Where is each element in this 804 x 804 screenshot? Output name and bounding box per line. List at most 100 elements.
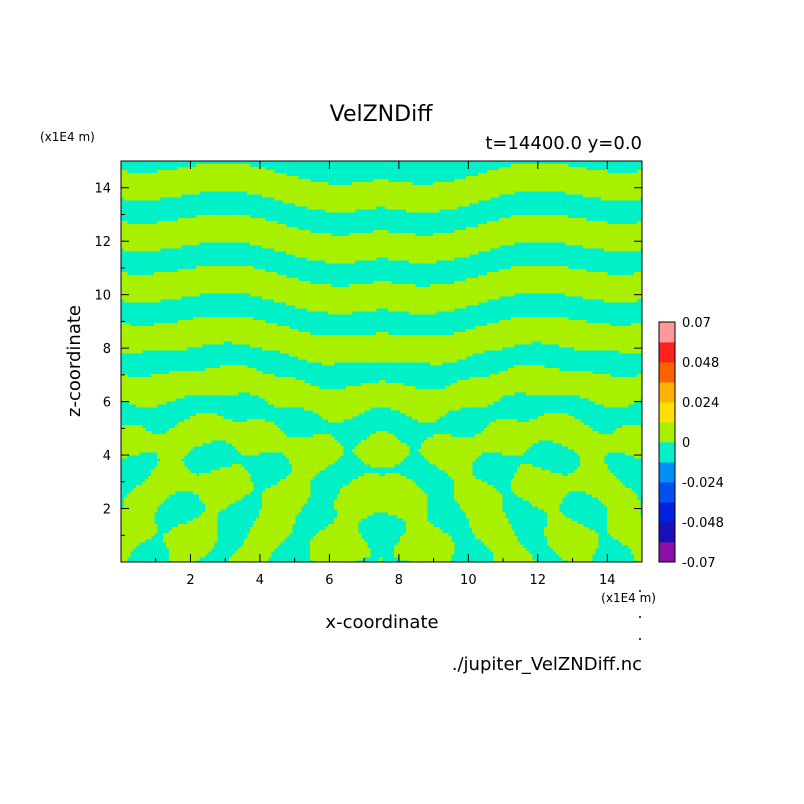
colorbar-swatch [659,482,675,503]
contour-cell-positive [361,440,401,444]
contour-cell-positive [538,416,575,420]
contour-cell-positive [466,227,642,231]
contour-cell-positive [637,221,642,225]
contour-cell-positive [394,551,455,555]
contour-cell-positive [166,545,215,549]
contour-cell-positive [277,482,311,486]
contour-cell-positive [130,491,176,495]
contour-cell-positive [580,455,605,459]
contour-cell-positive [262,347,503,351]
contour-cell-positive [490,422,584,426]
contour-cell-positive [568,560,593,562]
contour-cell-positive [304,407,371,411]
contour-cell-positive [121,332,311,336]
contour-cell-positive [121,383,311,387]
contour-cell-positive [514,473,563,477]
contour-cell-positive [577,467,608,471]
contour-cell-positive [586,491,635,495]
contour-cell-positive [388,512,428,516]
contour-cell-positive [250,530,293,534]
contour-cell-positive [307,206,377,210]
contour-cell-positive [190,416,224,420]
contour-cell-positive [121,398,176,402]
contour-cell-positive [634,272,642,276]
contour-cell-positive [232,554,272,558]
contour-cell-positive [121,278,299,282]
contour-cell-positive [349,482,416,486]
contour-cell-positive [121,242,200,246]
contour-cell-positive [454,485,494,489]
contour-cell-positive [121,512,155,516]
contour-cell-positive [466,176,642,180]
contour-cell-positive [421,446,530,450]
contour-cell-positive [547,524,584,528]
contour-cell-positive [379,557,383,561]
contour-cell-positive [385,206,458,210]
contour-cell-positive [136,404,158,408]
contour-cell-positive [166,431,284,435]
contour-cell-positive [235,551,272,555]
contour-cell-positive [406,527,440,531]
contour-cell-positive [178,167,266,171]
contour-cell-positive [157,461,185,465]
contour-cell-positive [550,545,599,549]
contour-cell-positive [547,512,563,516]
contour-cell-positive [265,398,500,402]
contour-cell-positive [256,518,296,522]
contour-cell-positive [493,557,533,561]
contour-cell-positive [325,527,359,531]
contour-cell-positive [448,473,473,477]
contour-cell-positive [250,527,293,531]
contour-cell-positive [451,476,476,480]
contour-cell-positive [454,497,503,501]
contour-cell-positive [430,284,642,288]
contour-cell-positive [349,233,416,237]
contour-cell-positive [121,539,146,543]
contour-cell-positive [403,518,428,522]
contour-cell-positive [313,560,356,562]
contour-cell-positive [121,437,335,441]
contour-cell-positive [511,317,569,321]
contour-cell-positive [427,458,476,462]
contour-cell-positive [433,434,452,438]
contour-cell-positive [310,545,368,549]
contour-cell-positive [559,554,593,558]
contour-cell-positive [562,443,642,447]
contour-cell-positive [406,521,431,525]
contour-cell-positive [361,458,404,462]
contour-cell-positive [253,521,296,525]
contour-cell-positive [286,302,479,306]
contour-cell-positive [394,554,452,558]
x-tick-label: 14 [599,573,616,588]
colorbar-label: 0.07 [682,316,711,331]
contour-cell-positive [247,533,290,537]
contour-cell-positive [595,401,635,405]
contour-cell-positive [169,371,263,375]
contour-cell-positive [121,224,287,228]
contour-cell-positive [310,539,365,543]
contour-cell-positive [328,524,359,528]
contour-cell-positive [511,215,569,219]
contour-cell-positive [607,518,642,522]
contour-cell-positive [481,431,599,435]
contour-cell-positive [121,428,146,432]
marker-dot [639,638,641,640]
contour-cell-positive [631,323,642,327]
colorbar-swatch [659,382,675,403]
contour-cell-positive [121,233,332,237]
contour-cell-positive [496,419,518,423]
contour-cell-positive [289,353,473,357]
contour-cell-positive [241,452,260,456]
contour-cell-positive [622,542,642,546]
contour-cell-positive [274,197,491,201]
contour-cell-positive [262,245,500,249]
contour-cell-positive [337,494,428,498]
contour-cell-positive [175,425,278,429]
colorbar-swatch [659,462,675,483]
contour-cell-positive [478,173,642,177]
contour-cell-positive [592,494,638,498]
contour-cell-positive [487,272,608,276]
contour-cell-positive [205,368,257,372]
contour-cell-positive [229,560,269,562]
contour-cell-positive [454,491,500,495]
